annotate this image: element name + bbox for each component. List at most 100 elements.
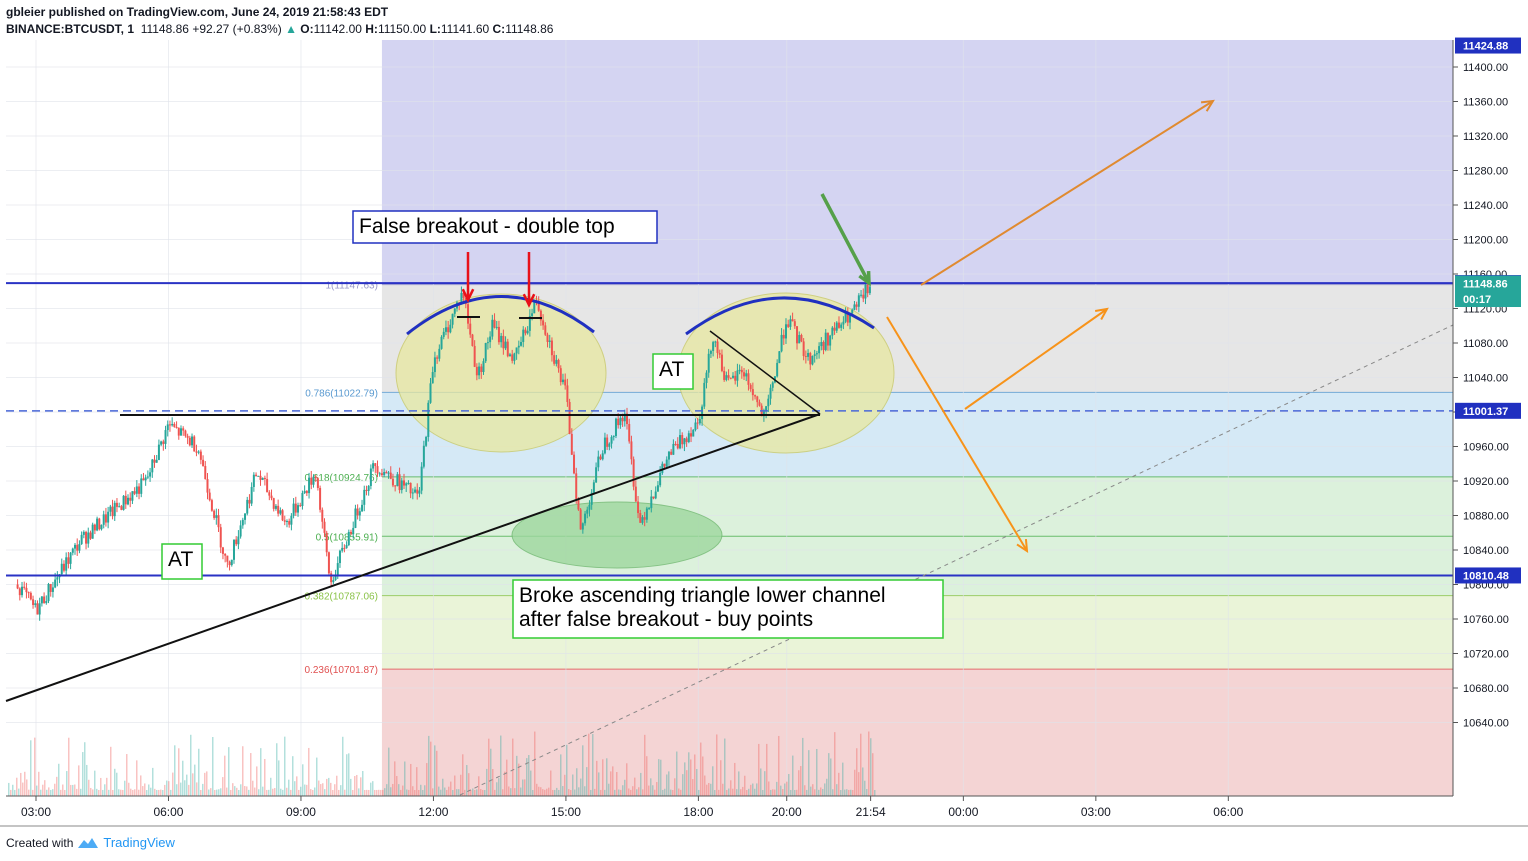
volume-bar (246, 786, 248, 796)
candle-body (584, 513, 587, 524)
volume-bar (400, 789, 402, 796)
volume-bar (98, 790, 100, 796)
volume-bar (798, 770, 800, 796)
volume-bar (482, 789, 484, 796)
volume-bar (394, 761, 396, 796)
candle-body (228, 561, 231, 566)
candle-body (213, 510, 216, 518)
candle-body (191, 436, 194, 446)
price-chart[interactable]: 1(11147.63) 0.786(11022.79) 0.618(10924.76… (0, 0, 1528, 830)
volume-bar (548, 787, 550, 796)
candle-body (279, 510, 282, 514)
candle-body (857, 295, 860, 307)
volume-bar (290, 789, 292, 796)
candle-body (595, 467, 598, 483)
volume-bar (108, 789, 110, 796)
candle-body (409, 482, 412, 494)
volume-bar (624, 779, 626, 796)
candle-body (208, 492, 211, 501)
candle-body (45, 601, 48, 604)
volume-bar (212, 736, 214, 796)
candle-body (568, 402, 571, 434)
volume-bar (692, 779, 694, 796)
candle-body (661, 463, 664, 473)
candle-body (784, 324, 787, 339)
volume-bar (584, 786, 586, 796)
volume-bar (266, 789, 268, 796)
candle-body (332, 580, 335, 583)
volume-bar (828, 753, 830, 796)
volume-bar (714, 789, 716, 796)
volume-bar (826, 778, 828, 796)
orange-arrow-head (1200, 99, 1215, 112)
volume-bar (498, 778, 500, 796)
volume-bar (642, 789, 644, 796)
volume-bar (792, 755, 794, 796)
volume-bar (600, 789, 602, 796)
candle-body (383, 472, 386, 476)
volume-bar (766, 743, 768, 796)
symbol-label[interactable]: BINANCE:BTCUSDT, 1 (6, 22, 135, 36)
candle-body (513, 353, 516, 361)
volume-bar (456, 789, 458, 796)
price-label-box[interactable] (1455, 567, 1521, 584)
volume-bar (492, 769, 494, 796)
price-label-box[interactable] (1455, 275, 1521, 292)
volume-bar (50, 789, 52, 796)
volume-bar (358, 788, 360, 796)
volume-bar (380, 789, 382, 796)
candle-body (851, 309, 854, 314)
candle-body (756, 396, 759, 403)
candle-body (826, 332, 829, 346)
volume-bar (10, 789, 12, 796)
volume-bar (800, 766, 802, 796)
volume-bar (360, 777, 362, 796)
volume-bar (790, 789, 792, 796)
volume-bar (762, 789, 764, 796)
volume-bar (568, 789, 570, 796)
candle-body (325, 532, 328, 553)
volume-bar (436, 750, 438, 796)
volume-bar (550, 770, 552, 796)
candle-body (495, 326, 498, 328)
volume-bar (110, 746, 112, 796)
candle-body (491, 319, 494, 337)
volume-bar (448, 786, 450, 796)
volume-bar (250, 753, 252, 796)
volume-bar (184, 780, 186, 796)
volume-bar (352, 789, 354, 796)
volume-bar (490, 748, 492, 796)
price-tick-label: 10760.00 (1463, 614, 1509, 626)
candle-body (429, 383, 432, 403)
candle-body (537, 302, 540, 311)
candle-body (716, 341, 719, 353)
fib-label: 1(11147.63) (325, 281, 377, 292)
volume-bar (574, 789, 576, 796)
price-label-box[interactable] (1455, 402, 1521, 419)
volume-bar (426, 763, 428, 796)
volume-bar (768, 781, 770, 796)
candle-body (248, 499, 251, 504)
candle-body (157, 444, 160, 460)
candle-body (712, 342, 715, 351)
at-label-left-text: AT (168, 548, 193, 571)
tradingview-brand[interactable]: TradingView (103, 835, 175, 850)
volume-bar (60, 789, 62, 796)
volume-bar (854, 769, 856, 796)
candle-body (127, 497, 129, 505)
volume-bar (524, 779, 526, 796)
double-top-arc (406, 295, 595, 336)
volume-bar (218, 789, 220, 796)
price-label-box[interactable] (1455, 291, 1521, 308)
broke-triangle-label (512, 579, 944, 639)
price-change: +92.27 (+0.83%) (192, 22, 282, 36)
candle-body (160, 441, 163, 445)
volume-bar (140, 775, 142, 796)
volume-bar (458, 789, 460, 796)
volume-bar (310, 789, 312, 796)
high-value: 11150.00 (377, 22, 427, 36)
price-label-text: 00:17 (1463, 294, 1491, 306)
last-price: 11148.86 (140, 22, 189, 36)
price-label-box[interactable] (1455, 37, 1521, 54)
volume-bar (34, 737, 36, 796)
